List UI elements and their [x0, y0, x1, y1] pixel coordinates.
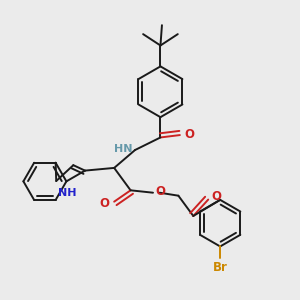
- Text: HN: HN: [114, 143, 133, 154]
- Text: O: O: [184, 128, 194, 141]
- Text: O: O: [155, 185, 165, 198]
- Text: O: O: [100, 197, 110, 210]
- Text: NH: NH: [58, 188, 76, 198]
- Text: O: O: [212, 190, 222, 203]
- Text: Br: Br: [213, 261, 228, 274]
